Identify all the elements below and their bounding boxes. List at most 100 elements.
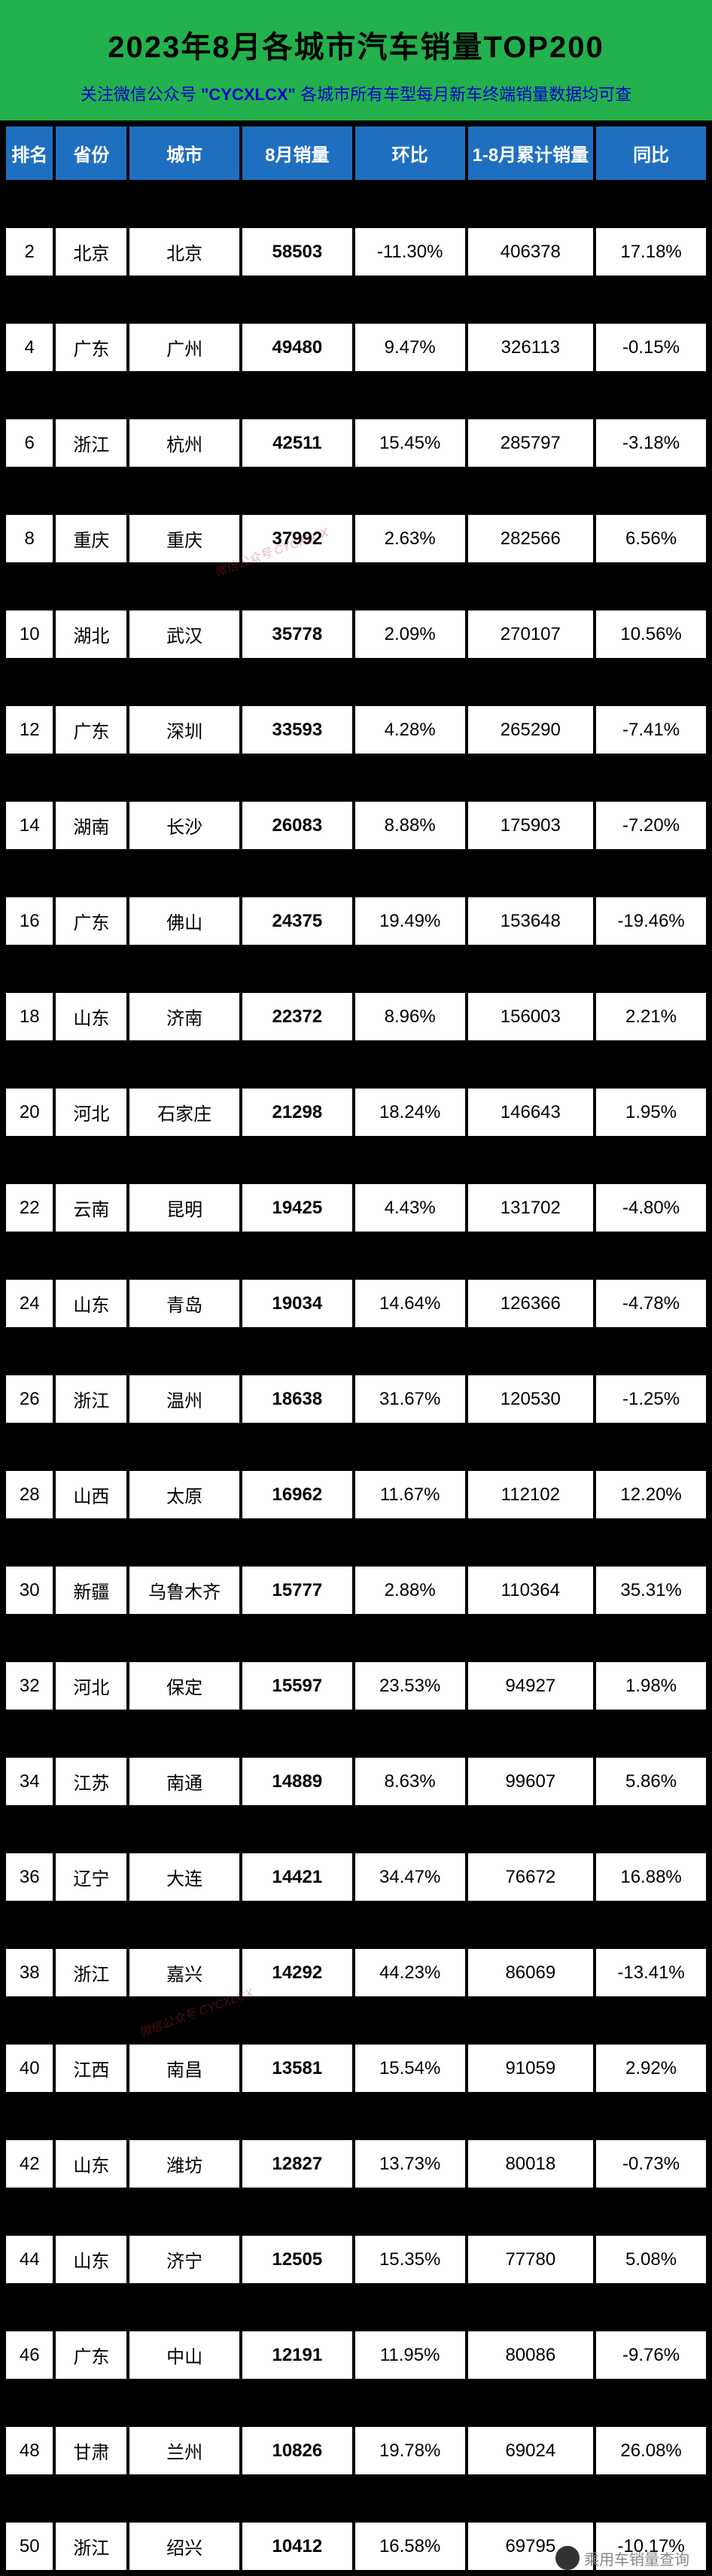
cell-city: 兰州 (129, 2427, 239, 2474)
cell-city: 长沙 (129, 802, 239, 849)
cell-rank: 6 (6, 419, 53, 467)
cell-cum: 285797 (468, 419, 594, 467)
cell-cum: 282566 (468, 515, 594, 562)
black-cell (6, 1999, 53, 2042)
table-black-row (6, 948, 706, 990)
black-cell (242, 374, 352, 416)
cell-rank: 30 (6, 1567, 53, 1614)
black-cell (468, 1330, 594, 1372)
black-cell (355, 279, 465, 321)
table-header-row: 排名 省份 城市 8月销量 环比 1-8月累计销量 同比 (6, 126, 706, 180)
black-cell (468, 2191, 594, 2233)
black-cell (6, 374, 53, 416)
table-black-row (6, 1713, 706, 1755)
black-cell (56, 1521, 126, 1564)
black-cell (355, 1521, 465, 1564)
black-cell (468, 948, 594, 990)
black-cell (56, 1808, 126, 1850)
black-cell (596, 948, 706, 990)
cell-sales: 16962 (242, 1471, 352, 1518)
black-cell (468, 757, 594, 799)
cell-yoy: 35.31% (596, 1567, 706, 1614)
cell-cum: 77780 (468, 2236, 594, 2283)
col-province: 省份 (56, 126, 126, 180)
black-cell (56, 374, 126, 416)
table-body: 2北京北京58503-11.30%40637817.18% 4广东广州49480… (6, 183, 706, 2570)
black-cell (596, 1713, 706, 1755)
footer-avatar-icon (555, 2546, 580, 2570)
black-cell (355, 1999, 465, 2042)
cell-sales: 22372 (242, 993, 352, 1040)
black-cell (468, 2477, 594, 2520)
cell-mom: 11.67% (355, 1471, 465, 1518)
black-cell (6, 852, 53, 894)
black-cell (468, 565, 594, 607)
black-cell (129, 2382, 239, 2424)
cell-province: 重庆 (56, 515, 126, 562)
table-row: 40江西南昌1358115.54%910592.92% (6, 2045, 706, 2092)
cell-mom: 8.88% (355, 802, 465, 849)
cell-cum: 126366 (468, 1280, 594, 1327)
cell-cum: 326113 (468, 324, 594, 371)
black-cell (129, 279, 239, 321)
sales-table: 排名 省份 城市 8月销量 环比 1-8月累计销量 同比 2北京北京58503-… (3, 123, 709, 2573)
black-cell (56, 1713, 126, 1755)
cell-cum: 91059 (468, 2045, 594, 2092)
table-row: 38浙江嘉兴1429244.23%86069-13.41% (6, 1949, 706, 1996)
black-cell (56, 2191, 126, 2233)
black-cell (596, 1904, 706, 1946)
black-cell (6, 1521, 53, 1564)
black-cell (596, 2286, 706, 2328)
cell-mom: 2.09% (355, 611, 465, 658)
table-row: 36辽宁大连1442134.47%7667216.88% (6, 1853, 706, 1901)
black-cell (56, 470, 126, 512)
cell-yoy: 2.21% (596, 993, 706, 1040)
black-cell (129, 1808, 239, 1850)
cell-mom: 4.43% (355, 1184, 465, 1232)
cell-province: 广东 (56, 897, 126, 945)
table-black-row (6, 2286, 706, 2328)
cell-city: 太原 (129, 1471, 239, 1518)
table-row: 22云南昆明194254.43%131702-4.80% (6, 1184, 706, 1232)
black-cell (355, 2286, 465, 2328)
cell-mom: 34.47% (355, 1853, 465, 1901)
black-cell (242, 1521, 352, 1564)
black-cell (355, 1713, 465, 1755)
black-cell (129, 1904, 239, 1946)
table-black-row (6, 2191, 706, 2233)
cell-province: 辽宁 (56, 1853, 126, 1901)
footer-text: 乘用车销量查询 (584, 2547, 689, 2569)
cell-sales: 37992 (242, 515, 352, 562)
black-cell (468, 2095, 594, 2137)
black-cell (56, 183, 126, 225)
black-cell (596, 2191, 706, 2233)
table-black-row (6, 661, 706, 703)
table-black-row (6, 374, 706, 416)
table-black-row (6, 1235, 706, 1277)
cell-cum: 86069 (468, 1949, 594, 1996)
cell-province: 湖南 (56, 802, 126, 849)
table-row: 16广东佛山2437519.49%153648-19.46% (6, 897, 706, 945)
table-row: 6浙江杭州4251115.45%285797-3.18% (6, 419, 706, 467)
cell-yoy: -19.46% (596, 897, 706, 945)
cell-mom: 15.35% (355, 2236, 465, 2283)
cell-mom: 2.88% (355, 1567, 465, 1614)
black-cell (6, 183, 53, 225)
black-cell (596, 1617, 706, 1659)
cell-sales: 14889 (242, 1758, 352, 1805)
cell-province: 山东 (56, 993, 126, 1040)
black-cell (56, 757, 126, 799)
cell-city: 杭州 (129, 419, 239, 467)
table-black-row (6, 1617, 706, 1659)
black-cell (596, 470, 706, 512)
black-cell (355, 2477, 465, 2520)
black-cell (242, 1043, 352, 1086)
black-cell (468, 2382, 594, 2424)
black-cell (6, 661, 53, 703)
page-title: 2023年8月各城市汽车销量TOP200 (0, 0, 712, 78)
cell-province: 新疆 (56, 1567, 126, 1614)
black-cell (468, 661, 594, 703)
cell-mom: 8.63% (355, 1758, 465, 1805)
black-cell (468, 1043, 594, 1086)
black-cell (596, 2095, 706, 2137)
